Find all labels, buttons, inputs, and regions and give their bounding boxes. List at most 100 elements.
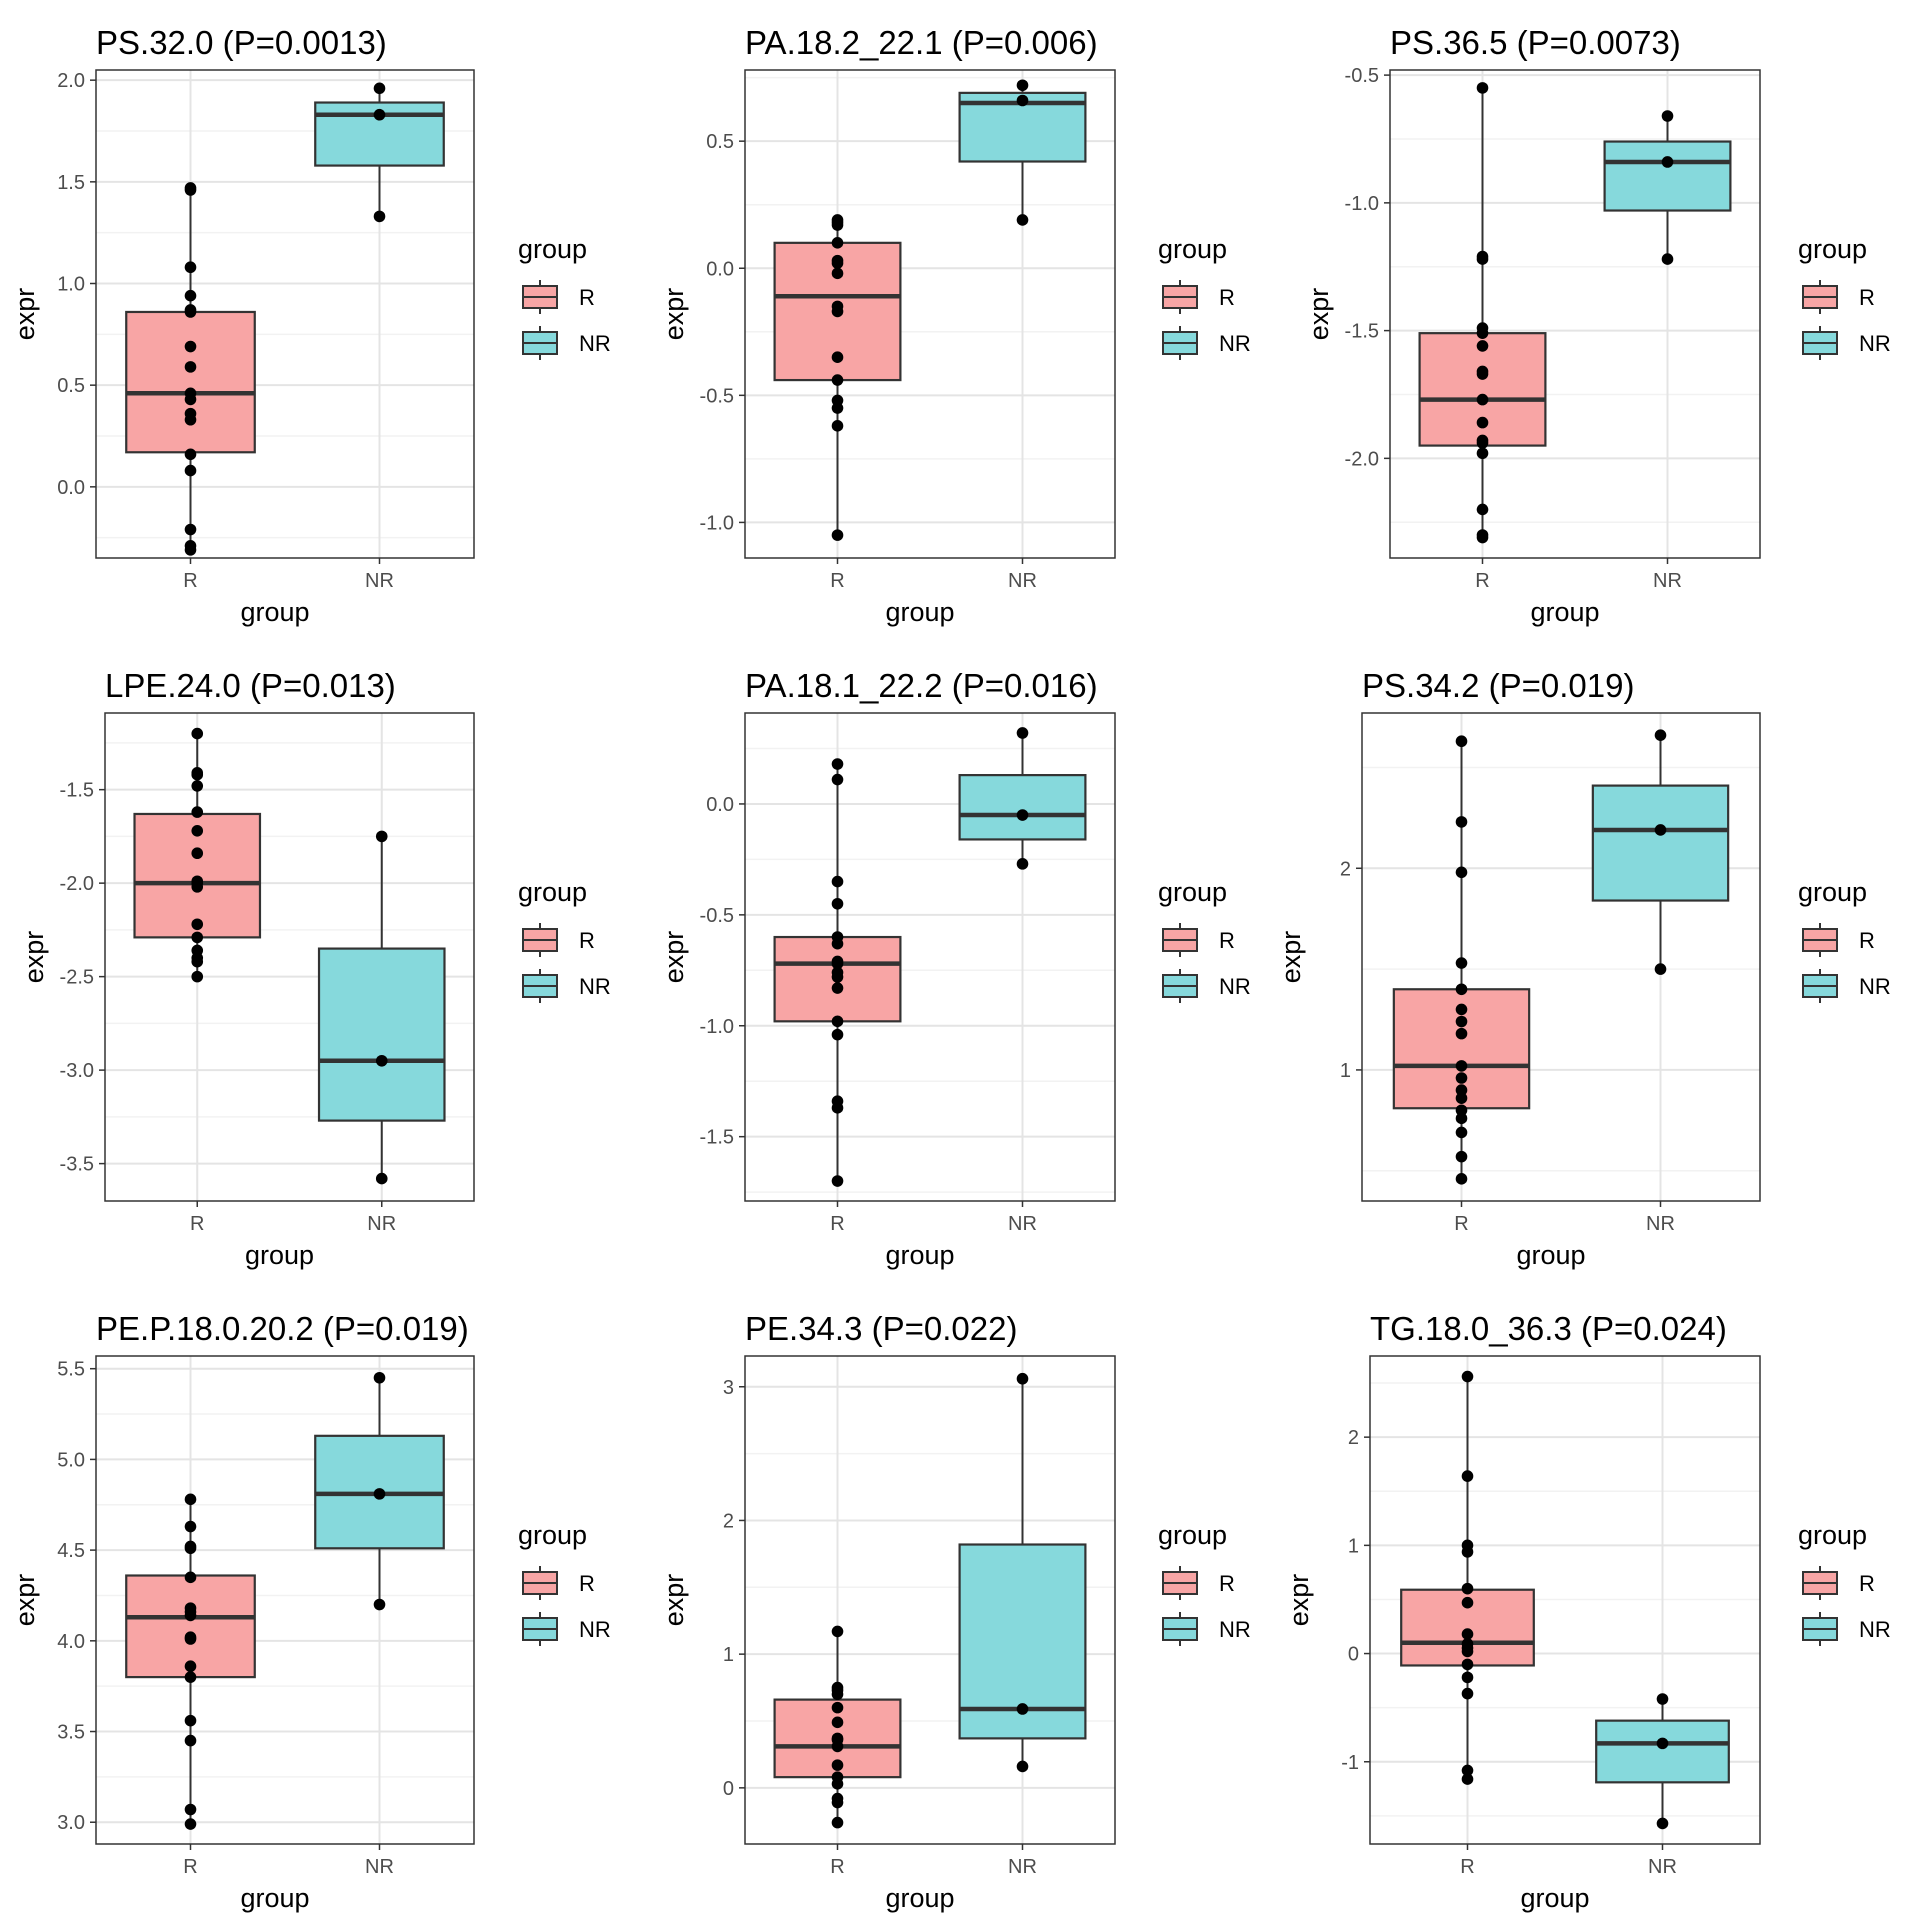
box-iqr: [1591, 784, 1730, 902]
data-point: [831, 1028, 844, 1041]
data-point: [1455, 983, 1468, 996]
data-point: [1656, 1737, 1669, 1750]
box-NR: [317, 830, 446, 1185]
x-tick-label: R: [830, 570, 844, 592]
box-NR: [314, 82, 445, 223]
x-tick-label: NR: [1646, 1213, 1675, 1235]
data-point: [831, 1688, 844, 1701]
x-tick-label: R: [1460, 1856, 1474, 1878]
data-point: [1455, 1126, 1468, 1139]
x-tick-label: NR: [365, 570, 394, 592]
data-point: [831, 875, 844, 888]
data-point: [191, 727, 204, 740]
data-point: [184, 289, 197, 302]
data-point: [831, 1701, 844, 1714]
y-tick-label: 2: [1348, 1427, 1359, 1449]
legend-entry-label: NR: [1219, 331, 1251, 356]
chart-title: PE.P.18.0.20.2 (P=0.019): [96, 1310, 469, 1347]
y-tick-label: 2: [1340, 858, 1351, 880]
data-point: [373, 1598, 386, 1611]
box-NR: [958, 79, 1087, 226]
data-point: [831, 305, 844, 318]
y-tick-label: 0.5: [706, 131, 734, 153]
x-axis-label: group: [885, 1883, 954, 1913]
x-tick-label: R: [183, 570, 197, 592]
data-point: [1455, 816, 1468, 828]
data-point: [1461, 1687, 1474, 1700]
data-point: [191, 918, 204, 931]
data-point: [191, 970, 204, 983]
data-point: [184, 1714, 197, 1727]
data-point: [1461, 1582, 1474, 1595]
legend-title: group: [1158, 877, 1227, 907]
chart-title: PE.34.3 (P=0.022): [745, 1310, 1017, 1347]
data-point: [184, 306, 197, 318]
data-point: [1455, 1084, 1468, 1096]
box-R: [1392, 735, 1531, 1185]
x-axis-label: group: [1530, 597, 1599, 627]
legend: group R NR: [1158, 1520, 1251, 1646]
data-point: [1476, 340, 1489, 352]
data-point: [1461, 1773, 1474, 1785]
data-point: [373, 108, 386, 121]
x-tick-label: R: [190, 1213, 204, 1235]
box-iqr: [1595, 1719, 1730, 1784]
y-tick-label: 1.5: [57, 172, 85, 194]
data-point: [1654, 963, 1667, 975]
box-R: [125, 182, 256, 556]
data-point: [184, 544, 197, 556]
data-point: [375, 1054, 388, 1067]
box-NR: [1595, 1693, 1730, 1830]
chart-7: PE.P.18.0.20.2 (P=0.019) 3.0 3.5 4.0 4.5 5.0 5…: [10, 1310, 611, 1913]
data-point: [1476, 416, 1489, 429]
box-R: [773, 758, 902, 1187]
panel-border: [1369, 1355, 1761, 1845]
x-tick-label: NR: [1008, 1856, 1037, 1878]
y-tick-label: -3.0: [60, 1060, 94, 1082]
panel-border: [95, 1355, 475, 1845]
data-point: [1476, 393, 1489, 406]
chart-title: LPE.24.0 (P=0.013): [105, 667, 396, 704]
legend-title: group: [518, 234, 587, 264]
legend-entry-label: NR: [1859, 1617, 1891, 1642]
data-point: [831, 1625, 844, 1638]
x-tick-label: R: [830, 1213, 844, 1235]
panel-border: [744, 69, 1116, 559]
data-point: [1476, 447, 1489, 460]
y-axis-label: expr: [10, 1574, 40, 1627]
data-point: [1455, 866, 1468, 879]
data-point: [191, 847, 204, 860]
chart-3: PS.36.5 (P=0.0073)-2.0-1.5-1.0-0.5R NRgro…: [1304, 24, 1891, 627]
y-tick-label: -1.5: [60, 780, 94, 802]
data-point: [191, 955, 204, 968]
y-tick-label: 0.5: [57, 375, 85, 397]
x-tick-label: R: [183, 1856, 197, 1878]
chart-title: PA.18.2_22.1 (P=0.006): [745, 24, 1098, 61]
data-point: [1461, 1596, 1474, 1609]
data-point: [1461, 1370, 1474, 1383]
legend-entry-label: R: [1219, 1571, 1235, 1596]
legend: group R NR: [1798, 877, 1891, 1003]
data-point: [373, 1488, 386, 1500]
data-point: [1455, 1112, 1468, 1125]
y-tick-label: 2: [723, 1510, 734, 1532]
data-point: [1461, 1658, 1474, 1671]
data-point: [375, 1172, 388, 1185]
x-axis-label: group: [240, 1883, 309, 1913]
y-axis-label: expr: [659, 931, 689, 984]
data-point: [1455, 735, 1468, 748]
data-point: [831, 1796, 844, 1809]
data-point: [1016, 1760, 1029, 1773]
x-tick-label: R: [830, 1856, 844, 1878]
data-point: [184, 1633, 197, 1645]
data-point: [184, 340, 197, 353]
box-NR: [958, 727, 1087, 870]
x-tick-label: NR: [365, 1856, 394, 1878]
legend: group R NR: [1158, 877, 1251, 1003]
data-point: [184, 361, 197, 373]
data-point: [831, 237, 844, 249]
data-point: [184, 261, 197, 274]
data-point: [373, 1371, 386, 1384]
legend-entry-label: R: [579, 928, 595, 953]
